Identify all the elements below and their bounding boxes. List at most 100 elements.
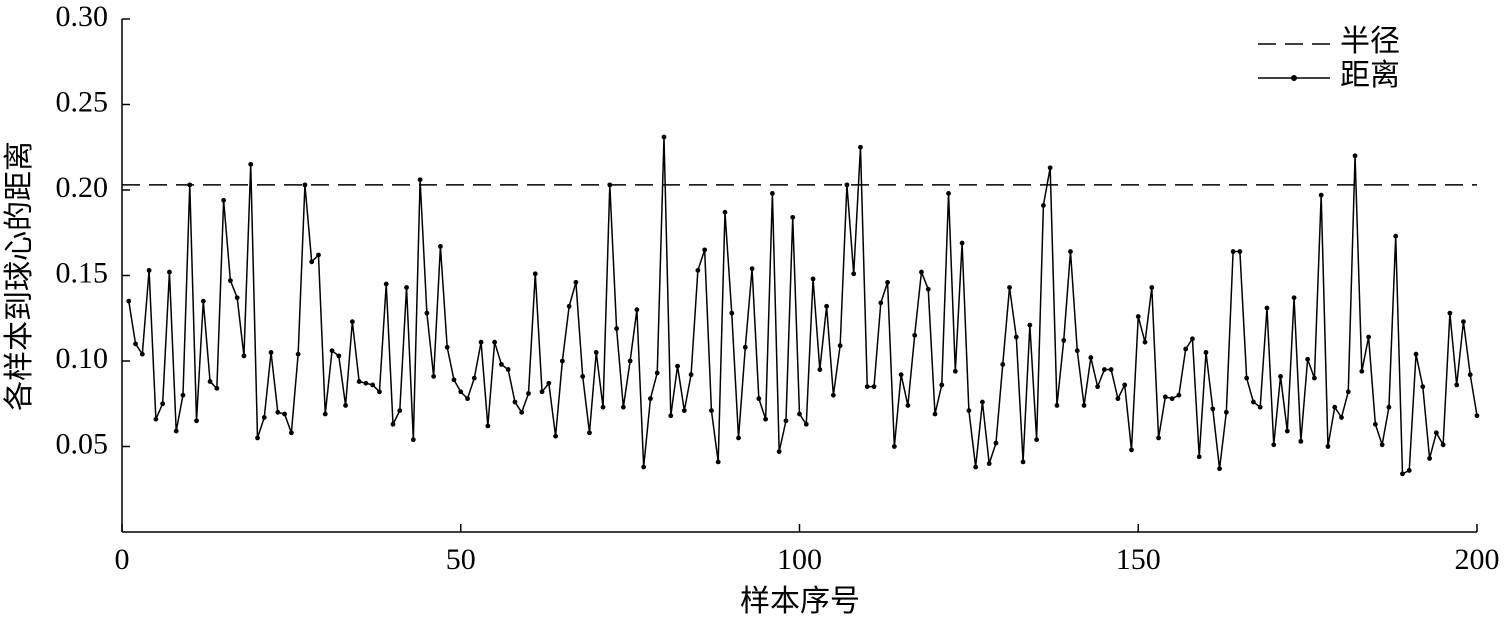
data-point <box>1264 305 1270 311</box>
data-point <box>451 377 457 383</box>
data-point <box>580 373 586 379</box>
data-point <box>912 332 918 338</box>
data-point <box>139 351 145 357</box>
data-point <box>722 209 728 215</box>
data-point <box>417 177 423 183</box>
data-point <box>1034 437 1040 443</box>
data-point <box>153 416 159 422</box>
data-point <box>1244 375 1250 381</box>
data-point <box>742 344 748 350</box>
data-point <box>919 269 924 275</box>
data-point <box>1041 202 1046 208</box>
data-point <box>1020 459 1026 465</box>
data-point <box>546 380 552 386</box>
legend-label: 半径 <box>1340 25 1400 58</box>
data-point <box>349 319 355 325</box>
data-point <box>1101 367 1107 372</box>
data-point <box>465 396 470 402</box>
data-point <box>648 396 653 402</box>
data-point <box>1386 404 1392 410</box>
data-point <box>1447 310 1453 316</box>
data-point <box>1081 403 1087 408</box>
data-point <box>966 408 972 413</box>
data-point <box>891 444 897 449</box>
data-point <box>878 300 884 306</box>
data-point <box>1162 394 1168 400</box>
data-point <box>1095 384 1100 390</box>
data-point <box>1013 334 1019 340</box>
data-point <box>1372 421 1378 427</box>
data-point <box>1074 348 1080 354</box>
data-point <box>1135 314 1141 319</box>
x-tick-label: 150 <box>1116 543 1161 576</box>
data-point <box>539 389 545 395</box>
data-point <box>505 367 511 372</box>
data-point <box>871 384 877 390</box>
x-tick-label: 200 <box>1455 543 1500 576</box>
data-point <box>173 428 179 434</box>
data-point <box>485 423 491 429</box>
data-point <box>1142 339 1148 345</box>
data-point <box>1461 319 1466 325</box>
data-point <box>830 392 836 398</box>
data-point <box>377 389 382 395</box>
legend-label: 距离 <box>1340 59 1400 92</box>
data-point <box>600 404 606 410</box>
data-point <box>749 266 755 272</box>
data-point <box>410 437 416 443</box>
data-point <box>803 421 809 427</box>
data-point <box>228 278 233 284</box>
data-point <box>1156 435 1161 441</box>
data-point <box>214 385 220 391</box>
data-point <box>370 382 376 388</box>
data-point <box>1305 356 1311 362</box>
data-point <box>925 286 931 292</box>
data-point <box>1190 336 1195 342</box>
x-tick-label: 100 <box>777 543 822 576</box>
data-point <box>1298 438 1304 444</box>
data-point <box>146 267 152 273</box>
data-point <box>1183 346 1189 352</box>
data-point <box>499 362 504 367</box>
data-point <box>620 404 626 410</box>
data-point <box>302 182 308 188</box>
data-point <box>885 279 890 285</box>
data-point <box>1318 192 1324 198</box>
data-point <box>1047 165 1053 171</box>
data-point <box>959 240 965 246</box>
data-point <box>221 197 227 203</box>
data-point <box>1122 382 1128 388</box>
data-point <box>526 391 531 396</box>
data-point <box>1115 396 1121 402</box>
data-point <box>702 247 708 253</box>
data-point <box>261 415 267 420</box>
data-point <box>1406 468 1412 473</box>
data-point <box>343 403 348 408</box>
data-point <box>614 326 619 331</box>
data-point <box>329 348 335 354</box>
data-point <box>1271 442 1277 448</box>
data-point <box>1129 447 1134 453</box>
data-point <box>1230 249 1236 254</box>
data-point <box>1352 153 1358 159</box>
data-point <box>810 276 816 282</box>
data-point <box>1366 334 1371 340</box>
data-point <box>1217 466 1222 472</box>
data-point <box>776 449 782 455</box>
data-point <box>255 435 260 441</box>
data-point <box>952 368 958 374</box>
data-point <box>1237 249 1243 254</box>
data-point <box>1345 389 1351 395</box>
data-point <box>668 413 674 419</box>
data-point <box>573 279 579 285</box>
data-point <box>898 372 904 378</box>
data-point <box>946 191 951 196</box>
data-point <box>797 411 802 417</box>
data-point <box>986 461 992 466</box>
data-point <box>932 411 938 417</box>
y-tick-label: 0.15 <box>56 256 109 289</box>
data-point <box>1203 350 1209 355</box>
data-point <box>688 372 694 378</box>
data-point <box>1251 399 1256 405</box>
data-point <box>458 389 464 395</box>
